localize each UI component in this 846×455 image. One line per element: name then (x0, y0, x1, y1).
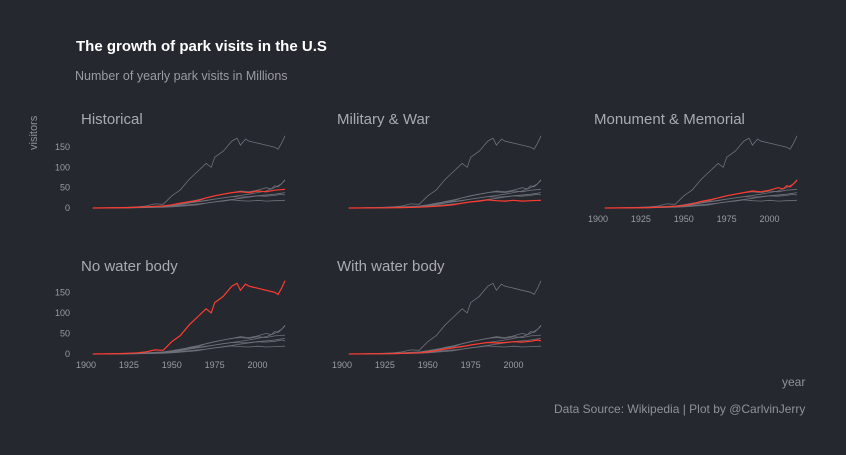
x-tick-label: 1975 (717, 214, 737, 224)
x-tick-label: 2000 (504, 360, 524, 370)
x-tick-label: 1900 (588, 214, 608, 224)
x-tick-label: 1925 (375, 360, 395, 370)
x-tick-label: 1975 (205, 360, 225, 370)
y-tick-label: 50 (60, 328, 70, 338)
context-series-line (92, 324, 286, 355)
x-tick-label: 2000 (248, 360, 268, 370)
y-tick-label: 150 (55, 287, 70, 297)
x-tick-label: 1900 (332, 360, 352, 370)
highlighted-series-line (92, 188, 286, 209)
context-series-line (92, 180, 286, 209)
context-series-line (348, 180, 542, 209)
y-tick-label: 0 (65, 349, 70, 359)
x-tick-label: 1925 (631, 214, 651, 224)
facet-title: With water body (337, 258, 445, 275)
context-series-line (92, 338, 286, 355)
facet-title: Monument & Memorial (594, 111, 745, 128)
highlighted-series-line (348, 199, 542, 209)
chart-subtitle: Number of yearly park visits in Millions (75, 69, 288, 83)
x-tick-label: 1925 (119, 360, 139, 370)
context-series-line (604, 179, 798, 209)
x-tick-label: 1975 (461, 360, 481, 370)
x-axis-label: year (782, 375, 806, 389)
facet-title: No water body (81, 258, 178, 275)
context-series-line (348, 325, 542, 355)
context-series-line (348, 280, 542, 355)
context-series-line (92, 192, 286, 209)
y-tick-label: 0 (65, 203, 70, 213)
context-series-line (92, 135, 286, 209)
context-series-line (92, 179, 286, 209)
context-series-line (604, 135, 798, 209)
facet-title: Historical (81, 111, 143, 128)
chart-caption: Data Source: Wikipedia | Plot by @Carlvi… (554, 402, 806, 416)
y-tick-label: 50 (60, 183, 70, 193)
x-tick-label: 1900 (76, 360, 96, 370)
context-series-line (348, 135, 542, 209)
y-tick-label: 100 (55, 308, 70, 318)
highlighted-series-line (348, 339, 542, 355)
x-tick-label: 1950 (674, 214, 694, 224)
x-tick-label: 1950 (162, 360, 182, 370)
y-tick-label: 150 (55, 142, 70, 152)
y-tick-label: 100 (55, 162, 70, 172)
context-series-line (92, 325, 286, 355)
x-tick-label: 2000 (760, 214, 780, 224)
highlighted-series-line (92, 280, 286, 355)
highlighted-series-line (604, 179, 798, 209)
chart-title: The growth of park visits in the U.S (76, 38, 327, 55)
x-tick-label: 1950 (418, 360, 438, 370)
facet-title: Military & War (337, 111, 430, 128)
context-series-line (348, 179, 542, 209)
